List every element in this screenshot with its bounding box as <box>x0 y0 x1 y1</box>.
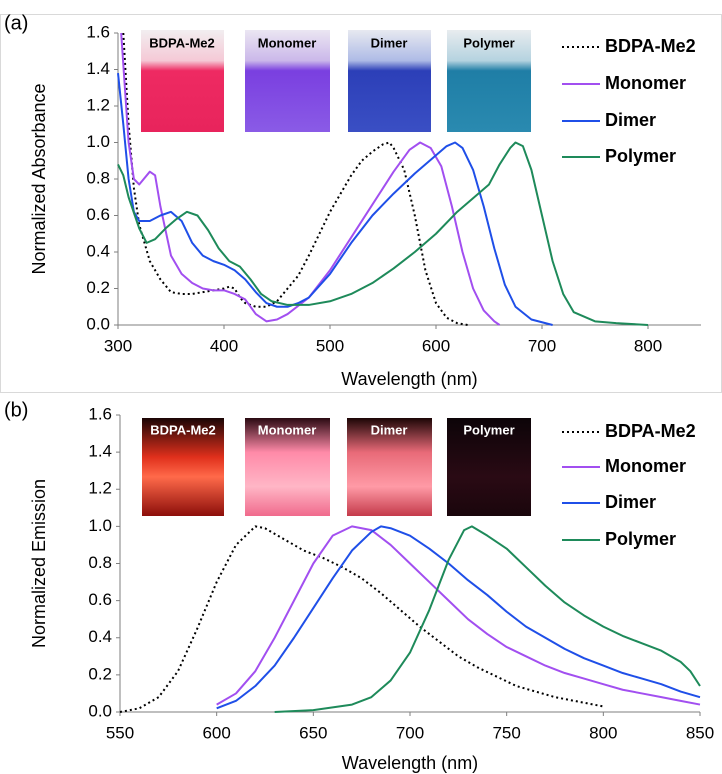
x-tick-label: 700 <box>528 336 556 355</box>
legend-label: Polymer <box>605 146 676 166</box>
legend-label: Polymer <box>605 529 676 549</box>
y-tick-label: 0.2 <box>86 278 110 297</box>
series-line <box>216 525 701 706</box>
y-tick-label: 0.8 <box>88 553 112 572</box>
y-tick-label: 1.4 <box>86 59 110 78</box>
legend-label: Monomer <box>605 73 686 93</box>
series-line <box>122 32 468 326</box>
y-tick-label: 1.2 <box>86 95 110 114</box>
series-line <box>274 525 701 713</box>
y-axis-title: Normalized Absorbance <box>29 83 49 274</box>
x-tick-label: 400 <box>210 336 238 355</box>
y-tick-label: 1.2 <box>88 479 112 498</box>
y-tick-label: 0.2 <box>88 664 112 683</box>
y-tick-label: 1.0 <box>86 132 110 151</box>
photo-label: Dimer <box>371 35 408 50</box>
photo <box>348 30 431 132</box>
legend-label: BDPA-Me2 <box>605 421 696 441</box>
photo <box>142 418 224 516</box>
y-tick-label: 1.6 <box>88 404 112 423</box>
photo <box>447 418 531 516</box>
series-line <box>117 141 649 326</box>
x-tick-label: 750 <box>492 723 520 742</box>
panel-label: (a) <box>4 12 28 34</box>
y-tick-label: 0.6 <box>88 590 112 609</box>
series-line <box>120 32 501 326</box>
y-tick-label: 1.0 <box>88 516 112 535</box>
y-tick-label: 0.4 <box>86 241 110 260</box>
photo-label: Monomer <box>258 35 317 50</box>
y-tick-label: 0.0 <box>86 314 110 333</box>
x-axis-title: Wavelength (nm) <box>342 753 478 773</box>
x-tick-label: 800 <box>589 723 617 742</box>
photos-a <box>141 30 531 132</box>
x-tick-label: 600 <box>422 336 450 355</box>
photo-label: Dimer <box>371 422 408 437</box>
x-tick-label: 850 <box>686 723 714 742</box>
legend-label: Monomer <box>605 456 686 476</box>
photo-label: BDPA-Me2 <box>150 422 216 437</box>
photo <box>245 418 330 516</box>
photo-label: Polymer <box>463 422 514 437</box>
x-tick-label: 800 <box>634 336 662 355</box>
photo-label: Monomer <box>258 422 317 437</box>
y-tick-label: 0.6 <box>86 205 110 224</box>
y-axis-title: Normalized Emission <box>29 479 49 648</box>
y-tick-label: 0.8 <box>86 168 110 187</box>
legend-label: BDPA-Me2 <box>605 36 696 56</box>
series-line <box>117 73 553 326</box>
photo-label: BDPA-Me2 <box>149 35 215 50</box>
photo <box>245 30 330 132</box>
x-tick-label: 550 <box>106 723 134 742</box>
y-tick-label: 0.4 <box>88 627 112 646</box>
series-line <box>119 525 604 713</box>
x-tick-label: 600 <box>202 723 230 742</box>
photo <box>141 30 224 132</box>
legend-label: Dimer <box>605 110 656 130</box>
x-tick-label: 700 <box>396 723 424 742</box>
panel-label: (b) <box>4 399 28 421</box>
legend-label: Dimer <box>605 492 656 512</box>
y-tick-label: 1.4 <box>88 442 112 461</box>
photo <box>347 418 432 516</box>
x-tick-label: 650 <box>299 723 327 742</box>
x-tick-label: 300 <box>104 336 132 355</box>
y-tick-label: 0.0 <box>88 701 112 720</box>
series-line <box>216 525 701 710</box>
y-tick-label: 1.6 <box>86 22 110 41</box>
x-tick-label: 500 <box>316 336 344 355</box>
x-axis-title: Wavelength (nm) <box>341 369 477 389</box>
photo-label: Polymer <box>463 35 514 50</box>
photos-b <box>142 418 531 516</box>
photo <box>447 30 531 132</box>
